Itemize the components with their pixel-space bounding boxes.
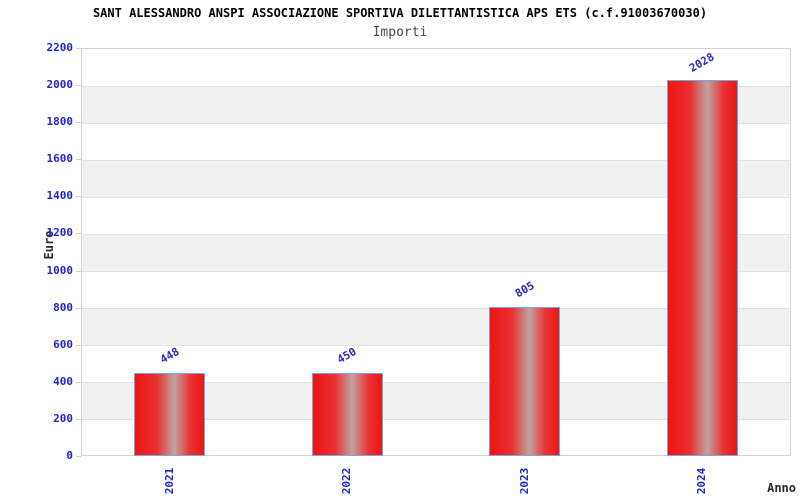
y-tick-mark (76, 122, 81, 124)
y-tick-label: 1400 (46, 189, 74, 203)
x-axis-label: Anno (767, 481, 796, 495)
y-tick-mark (76, 307, 81, 309)
y-tick-mark (76, 196, 81, 198)
y-tick-mark (76, 159, 81, 161)
bar-2021 (134, 372, 206, 456)
x-tick-label-2023: 2023 (517, 467, 531, 495)
x-tick-label-2024: 2024 (695, 467, 709, 495)
y-tick-mark (76, 85, 81, 87)
y-tick-mark (76, 270, 81, 272)
chart-subtitle: Importi (372, 25, 428, 40)
gridline (82, 196, 790, 198)
gridline (82, 271, 790, 273)
y-tick-label: 600 (53, 337, 73, 351)
gridline (82, 122, 790, 124)
gridline (82, 233, 790, 235)
y-tick-label: 400 (53, 374, 73, 388)
y-tick-label: 1200 (46, 226, 74, 240)
x-tick-label-2021: 2021 (162, 467, 176, 495)
y-tick-label: 1800 (46, 115, 74, 129)
x-tick-label-2022: 2022 (340, 467, 354, 495)
y-tick-label: 200 (53, 411, 73, 425)
y-tick-mark (76, 344, 81, 346)
y-tick-mark (76, 233, 81, 235)
chart-title: SANT ALESSANDRO ANSPI ASSOCIAZIONE SPORT… (92, 6, 708, 20)
gridline (82, 419, 790, 421)
y-tick-mark (76, 456, 81, 457)
y-tick-mark (76, 381, 81, 383)
bar-2022 (311, 372, 383, 456)
gridline (82, 345, 790, 347)
gridline (82, 308, 790, 310)
y-tick-label: 1000 (46, 263, 74, 277)
bar-2024 (666, 79, 738, 456)
y-tick-label: 800 (53, 300, 73, 314)
y-tick-label: 1600 (46, 152, 74, 166)
y-tick-mark (76, 418, 81, 420)
bar-2023 (489, 306, 561, 456)
gridline (82, 382, 790, 384)
gridline (82, 159, 790, 161)
y-tick-label: 2000 (46, 78, 74, 92)
y-tick-label: 2200 (46, 41, 74, 54)
y-tick-label: 0 (66, 449, 73, 462)
gridline (82, 85, 790, 87)
y-tick-mark (76, 48, 81, 49)
